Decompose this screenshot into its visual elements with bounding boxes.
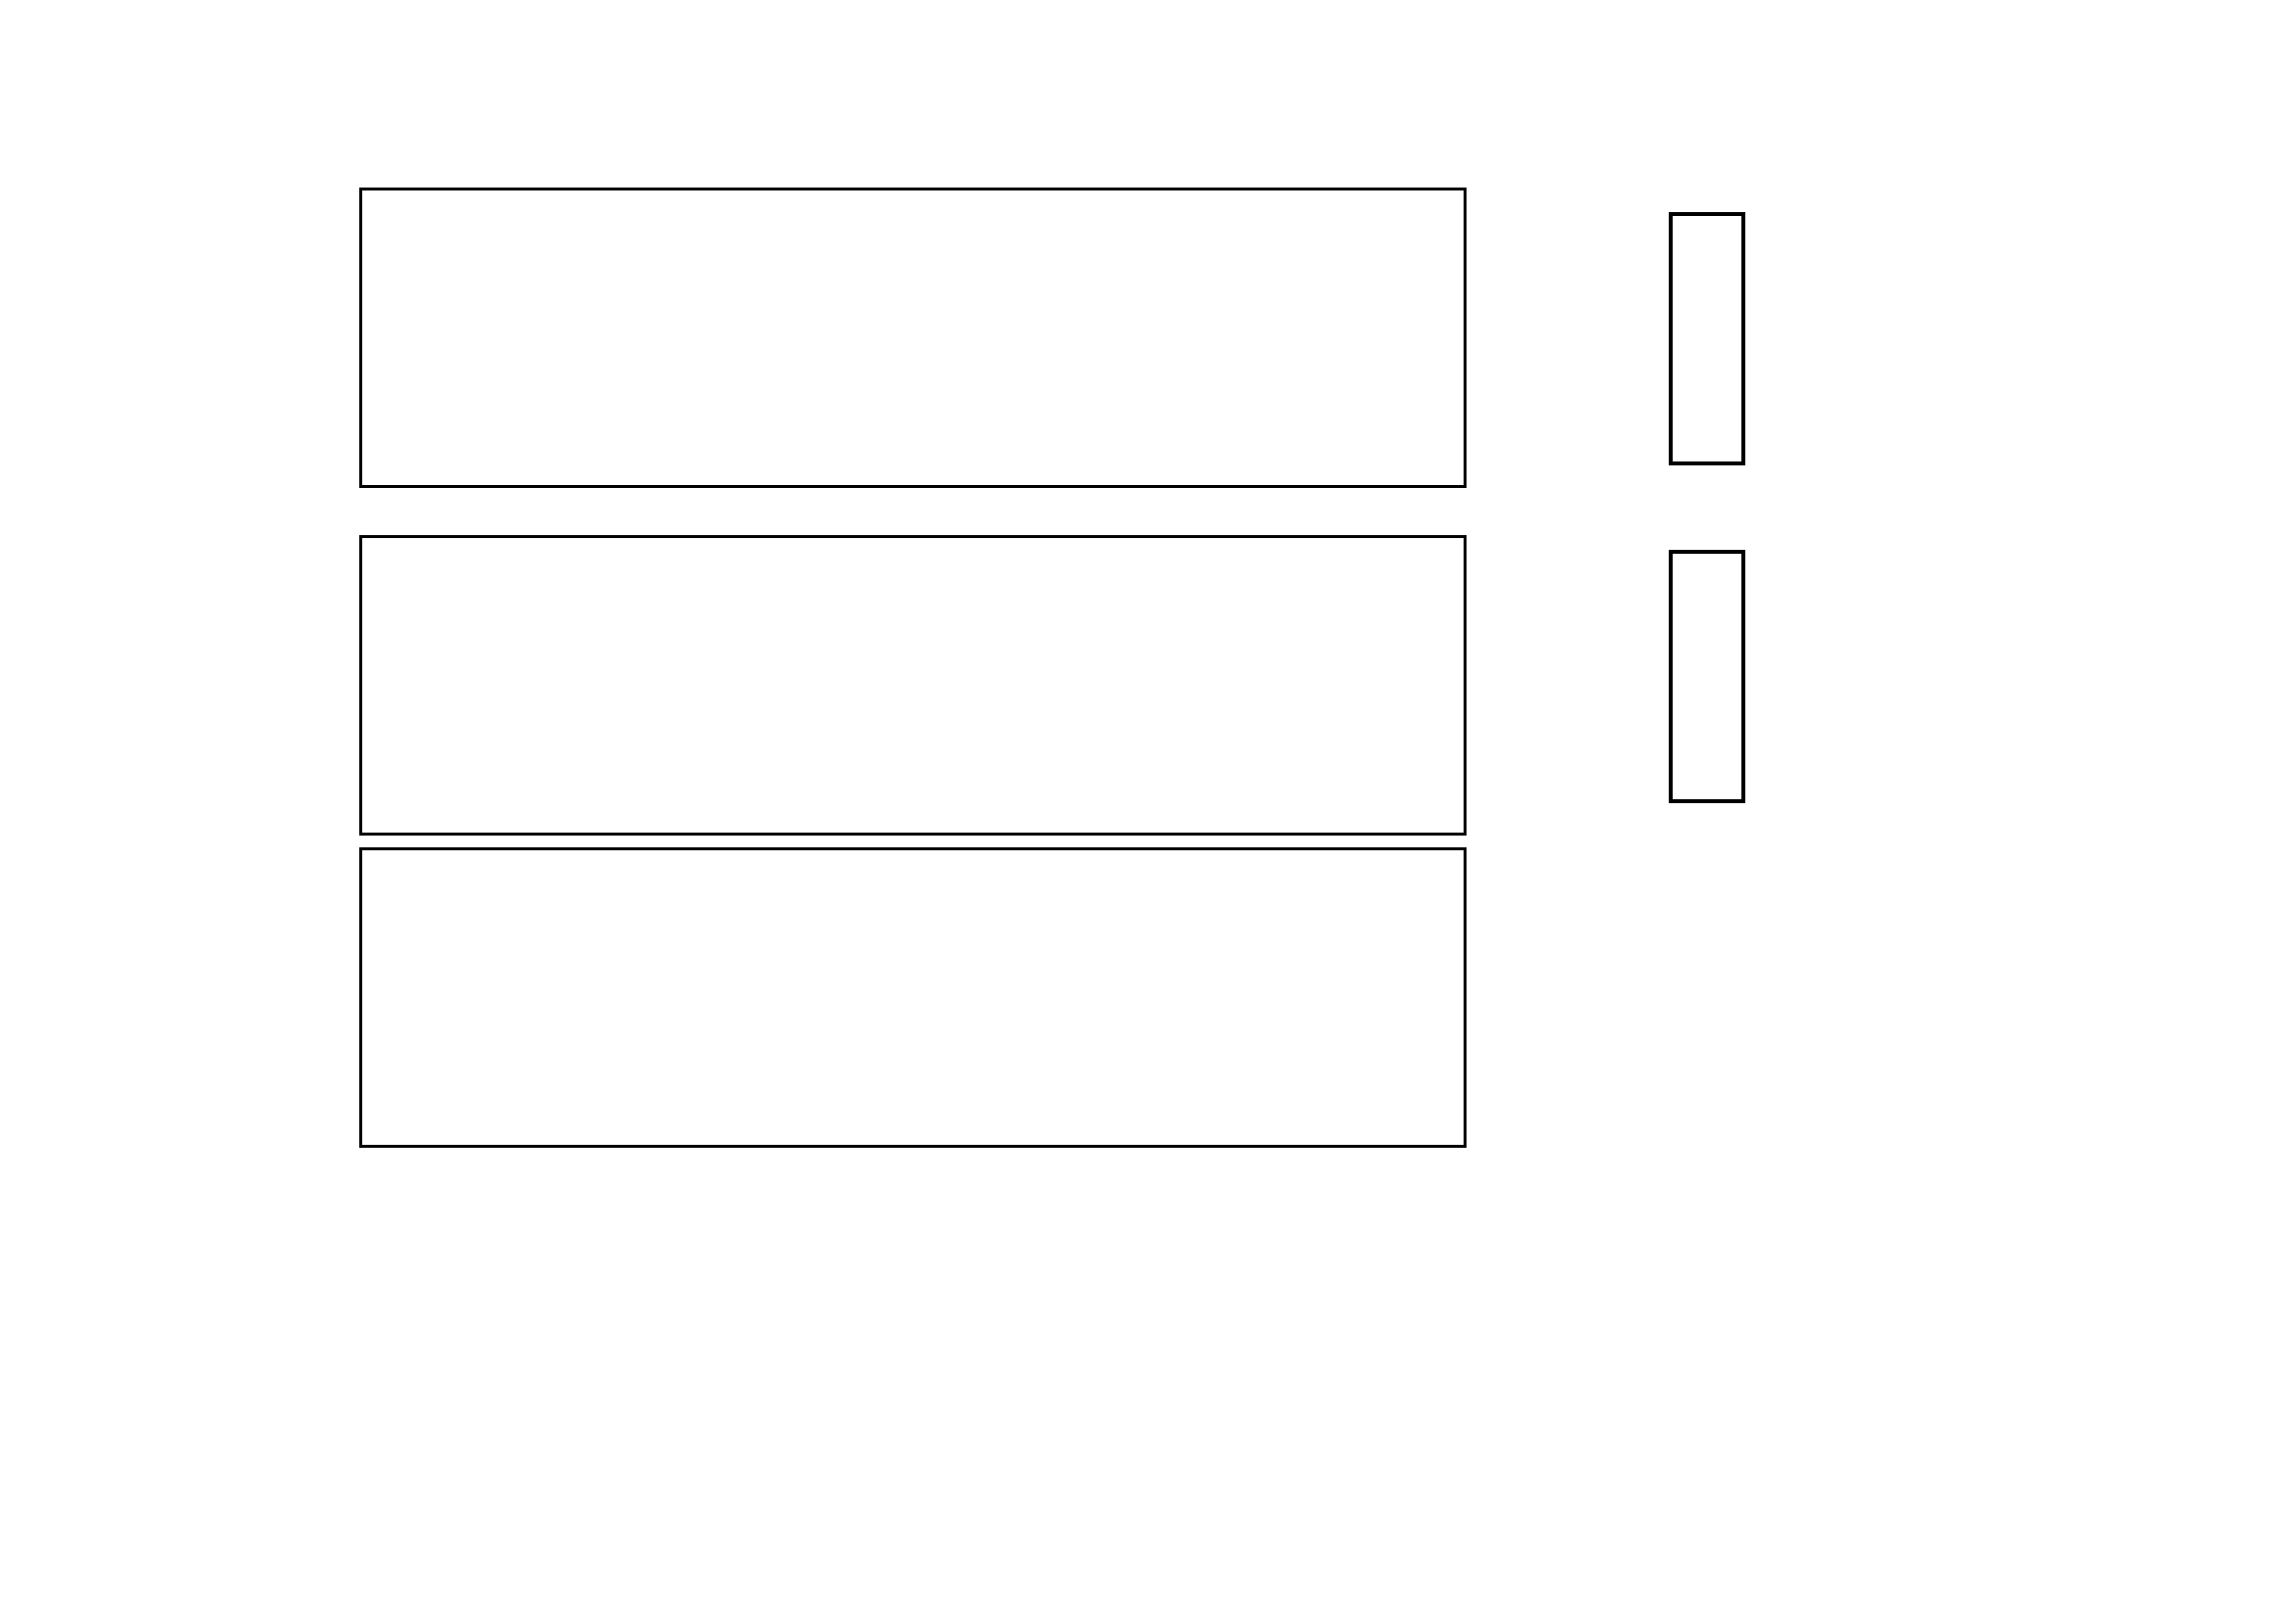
colorbar-1-box	[1669, 212, 1745, 465]
colorbar-1-gradient	[1673, 216, 1741, 461]
panel3-y-axis-label	[183, 893, 298, 1109]
panel2-right-axis-label	[1534, 565, 1652, 810]
panel1-right-axis-label	[1534, 211, 1625, 466]
panel1-y-axis-label	[277, 226, 320, 452]
colorbar-2-gradient	[1673, 554, 1741, 799]
panel2-spectrogram	[362, 538, 1464, 833]
panel3-right-axis-label	[1556, 893, 1654, 1119]
colorbar-2-box	[1669, 550, 1745, 803]
panel1-spectrogram	[362, 190, 1464, 485]
panel3-line-plot	[362, 850, 1464, 1145]
panel2-y-axis-label	[275, 589, 318, 785]
